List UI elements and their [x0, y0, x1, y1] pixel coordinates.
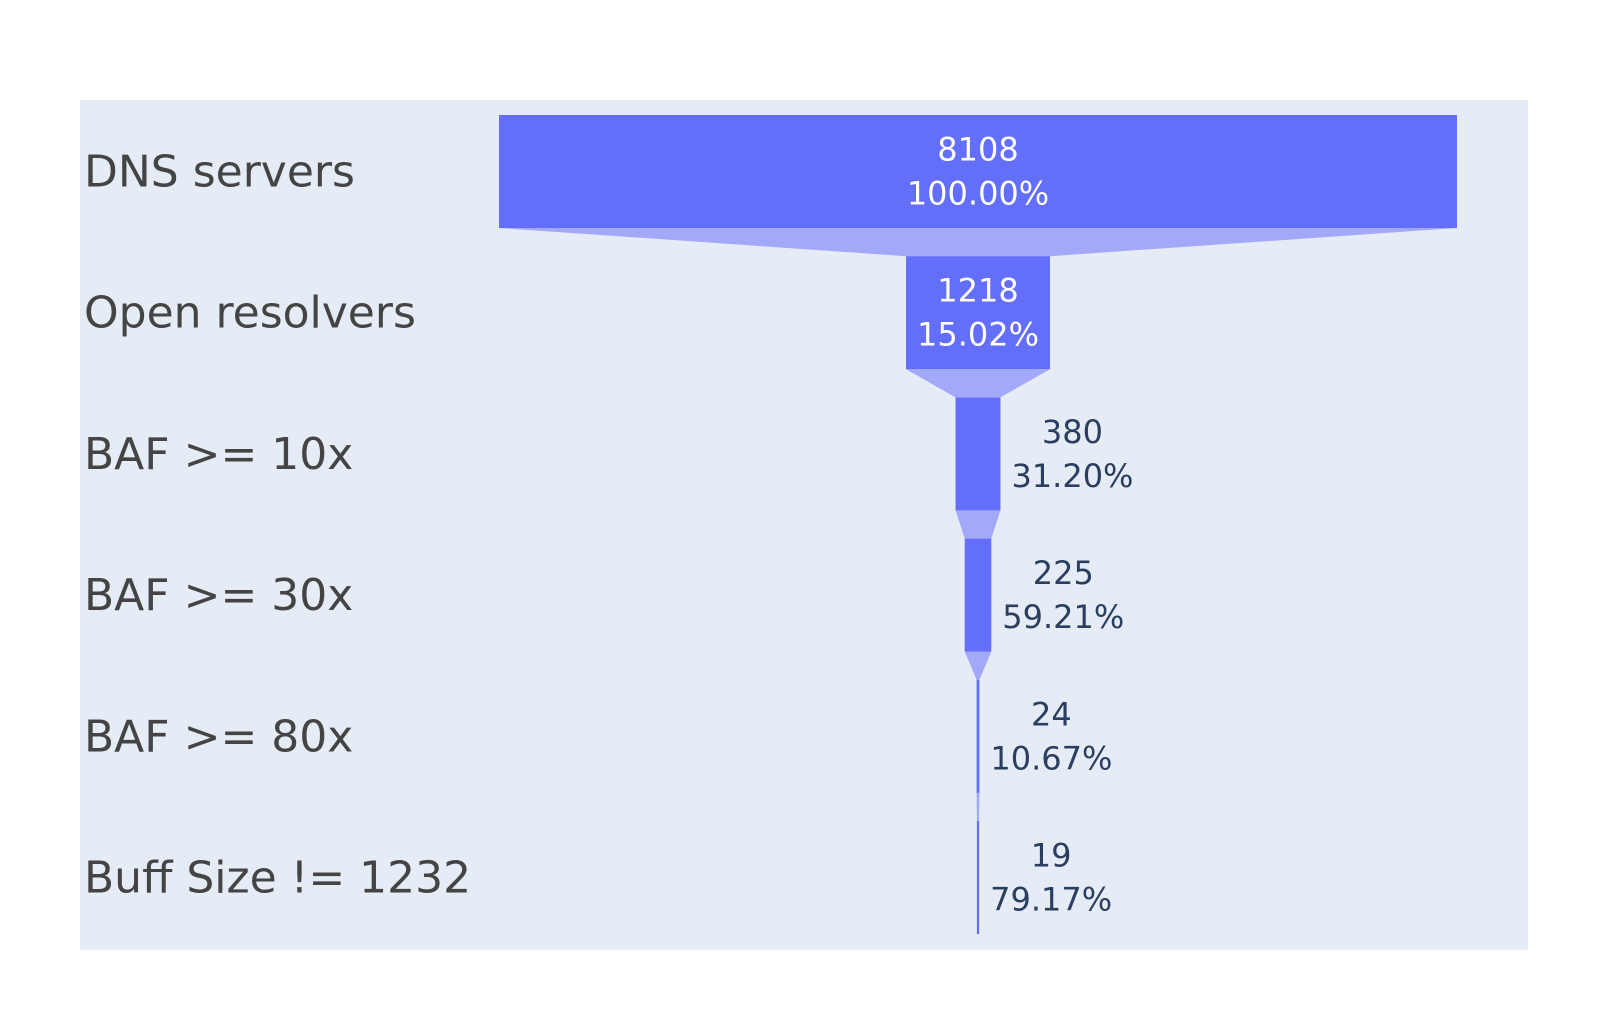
stage-label-baf-10x: BAF >= 10x — [84, 429, 353, 480]
value-label-buff-size-1232: 19 — [1031, 837, 1072, 875]
bar-group — [499, 115, 1457, 934]
connector-baf-80x — [976, 792, 980, 821]
bar-dns-servers[interactable] — [499, 115, 1457, 228]
value-label-baf-10x: 380 — [1042, 413, 1103, 451]
percent-label-buff-size-1232: 79.17% — [990, 881, 1112, 919]
value-label-open-resolvers: 1218 — [937, 272, 1018, 310]
bar-baf-80x[interactable] — [976, 679, 980, 793]
percent-label-baf-10x: 31.20% — [1011, 457, 1133, 495]
percent-label-dns-servers: 100.00% — [907, 175, 1049, 213]
stage-label-dns-servers: DNS servers — [84, 147, 355, 198]
stage-label-group: DNS servers Open resolvers BAF >= 10x BAF >… — [84, 147, 471, 904]
stage-label-open-resolvers: Open resolvers — [84, 288, 416, 339]
bar-baf-30x[interactable] — [964, 538, 992, 652]
bar-open-resolvers[interactable] — [906, 256, 1050, 370]
connector-dns-servers — [499, 228, 1457, 257]
stage-label-buff-size-1232: Buff Size != 1232 — [84, 853, 471, 904]
percent-label-baf-30x: 59.21% — [1002, 598, 1124, 636]
value-label-baf-80x: 24 — [1031, 695, 1072, 733]
stage-label-baf-30x: BAF >= 30x — [84, 570, 353, 621]
value-label-group: 8108 100.00% 1218 15.02% 380 31.20% 225 59.21% 2… — [907, 131, 1134, 919]
bar-baf-10x[interactable] — [955, 397, 1001, 511]
connector-baf-30x — [964, 651, 992, 680]
percent-label-baf-80x: 10.67% — [990, 739, 1112, 777]
connector-open-resolvers — [906, 369, 1050, 398]
value-label-baf-30x: 225 — [1033, 554, 1094, 592]
bar-buff-size-1232[interactable] — [976, 821, 980, 934]
connector-group — [499, 228, 1457, 821]
percent-label-open-resolvers: 15.02% — [917, 316, 1039, 354]
value-label-dns-servers: 8108 — [937, 131, 1018, 169]
connector-baf-10x — [955, 510, 1001, 539]
stage-label-baf-80x: BAF >= 80x — [84, 711, 353, 762]
